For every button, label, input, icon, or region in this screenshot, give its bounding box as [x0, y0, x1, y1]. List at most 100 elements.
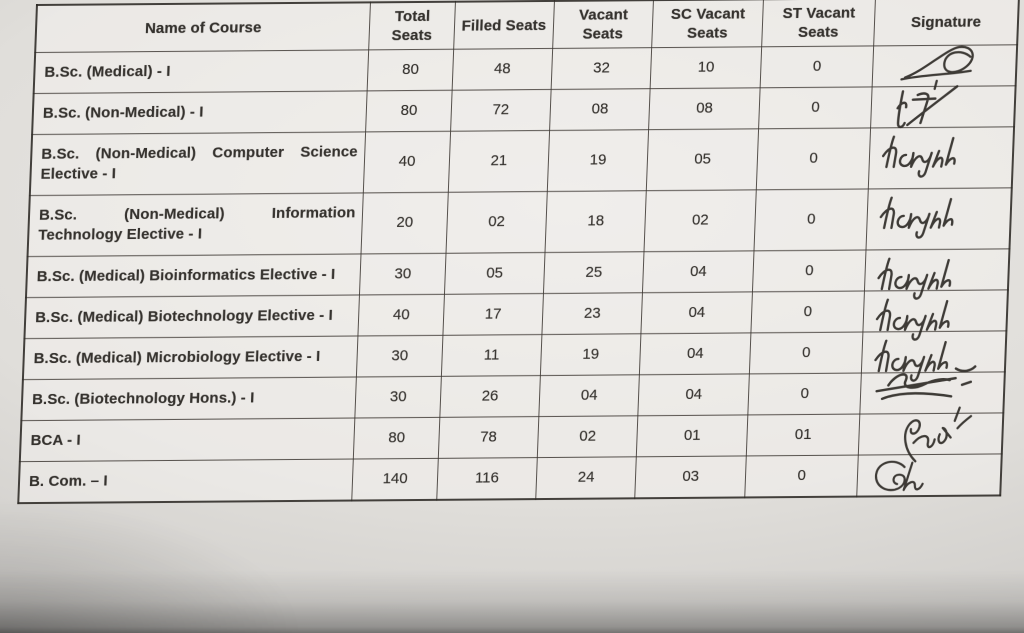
st-vacant-seats-cell: 0 [751, 291, 865, 333]
total-seats-cell: 40 [363, 131, 451, 193]
sc-vacant-seats-cell: 01 [636, 414, 748, 457]
table-row: B.Sc. (Medical) Bioinformatics Elective … [25, 248, 1010, 300]
vacant-seats-cell: 23 [541, 292, 643, 335]
st-vacant-seats-cell: 0 [747, 373, 862, 415]
vacant-seats-cell: 25 [543, 251, 645, 294]
vacant-seats-cell: 18 [545, 190, 647, 253]
filled-seats-cell: 26 [439, 375, 541, 418]
vacant-seats-cell: 19 [540, 333, 642, 376]
table-row: B.Sc. (Non-Medical) Information Technolo… [27, 187, 1012, 257]
signature-cell [859, 365, 1005, 415]
vacant-seats-cell: 04 [538, 374, 640, 417]
course-name-cell: B.Sc. (Medical) - I [33, 49, 370, 94]
header-name-of-course: Name of Course [35, 2, 371, 53]
header-filled-seats: Filled Seats [453, 0, 555, 50]
course-name-cell: B.Sc. (Medical) Bioinformatics Elective … [25, 253, 362, 298]
st-vacant-seats-cell: 0 [754, 188, 869, 251]
header-st-vacant-seats: ST Vacant Seats [761, 0, 876, 47]
signature-scribble [900, 45, 974, 90]
course-name-cell: B. Com. – I [18, 459, 354, 504]
signature-cell [856, 453, 1002, 497]
signature-scribble [882, 135, 956, 178]
sc-vacant-seats-cell: 04 [638, 373, 750, 416]
header-total-seats: Total Seats [369, 1, 456, 50]
sc-vacant-seats-cell: 08 [648, 87, 761, 130]
signature-cell [864, 248, 1010, 300]
filled-seats-cell: 78 [438, 416, 539, 459]
filled-seats-cell: 72 [450, 89, 552, 132]
filled-seats-cell: 21 [448, 130, 550, 193]
total-seats-cell: 80 [365, 90, 452, 132]
total-seats-cell: 140 [352, 458, 439, 501]
total-seats-cell: 40 [358, 294, 445, 336]
course-name-cell: BCA - I [19, 418, 356, 462]
filled-seats-cell: 02 [445, 191, 548, 254]
total-seats-cell: 30 [359, 253, 446, 295]
st-vacant-seats-cell: 0 [749, 332, 863, 374]
st-vacant-seats-cell: 0 [760, 45, 874, 88]
course-table-body: B.Sc. (Medical) - I 80 48 32 10 0 B.Sc. … [18, 44, 1018, 504]
signature-cell [872, 44, 1018, 90]
course-name-cell: B.Sc. (Non-Medical) Computer Science Ele… [29, 131, 366, 196]
filled-seats-cell: 116 [436, 457, 538, 500]
total-seats-cell: 30 [356, 335, 443, 377]
st-vacant-seats-cell: 01 [746, 414, 860, 456]
header-label: Name of Course [144, 18, 262, 37]
sc-vacant-seats-cell: 04 [642, 250, 755, 293]
signature-scribble [879, 196, 954, 239]
table-row: B.Sc. (Non-Medical) - I 80 72 08 08 0 [32, 85, 1016, 135]
table-row: B. Com. – I 140 116 24 03 0 [18, 453, 1002, 504]
st-vacant-seats-cell: 0 [756, 127, 871, 190]
vacant-seats-cell: 19 [547, 129, 649, 192]
signature-cell [858, 406, 1004, 463]
signature-scribble [874, 339, 949, 382]
total-seats-cell: 80 [367, 49, 454, 91]
vacant-seats-cell: 24 [535, 456, 637, 500]
table-row: B.Sc. (Medical) Biotechnology Elective -… [24, 289, 1008, 341]
course-name-cell: B.Sc. (Non-Medical) - I [32, 90, 368, 135]
sc-vacant-seats-cell: 02 [644, 189, 757, 252]
signature-cell [870, 85, 1016, 129]
header-label: Vacant Seats [578, 6, 629, 43]
header-sc-vacant-seats: SC Vacant Seats [651, 0, 764, 48]
seat-allotment-table: Name of Course Total Seats Filled Seats … [17, 0, 1020, 505]
sc-vacant-seats-cell: 03 [634, 455, 747, 499]
filled-seats-cell: 11 [441, 334, 542, 377]
table-row: B.Sc. (Non-Medical) Computer Science Ele… [29, 126, 1015, 196]
vacant-seats-cell: 08 [549, 88, 651, 131]
sc-vacant-seats-cell: 04 [639, 332, 752, 375]
signature-scribble [877, 257, 952, 300]
signature-scribble [875, 460, 924, 492]
signature-scribble [875, 298, 950, 341]
filled-seats-cell: 17 [442, 293, 544, 336]
total-seats-cell: 20 [361, 192, 449, 254]
table-row: B.Sc. (Medical) Microbiology Elective - … [22, 330, 1007, 382]
header-label: Total Seats [391, 7, 433, 45]
course-name-cell: B.Sc. (Medical) Biotechnology Elective -… [24, 294, 360, 339]
signature-scribble [896, 85, 959, 129]
signature-scribble [875, 365, 977, 401]
header-label: ST Vacant Seats [782, 4, 856, 42]
st-vacant-seats-cell: 0 [752, 249, 867, 292]
course-name-cell: B.Sc. (Biotechnology Hons.) - I [21, 376, 357, 421]
course-name-cell: B.Sc. (Non-Medical) Information Technolo… [27, 192, 364, 257]
signature-cell [862, 289, 1008, 341]
sc-vacant-seats-cell: 05 [646, 128, 759, 191]
st-vacant-seats-cell: 0 [758, 86, 873, 129]
table-row: B.Sc. (Biotechnology Hons.) - I 30 26 04… [21, 365, 1005, 421]
total-seats-cell: 30 [355, 376, 442, 419]
filled-seats-cell: 48 [451, 48, 553, 91]
sc-vacant-seats-cell: 10 [650, 46, 762, 89]
sc-vacant-seats-cell: 04 [641, 291, 753, 334]
filled-seats-cell: 05 [444, 252, 546, 295]
signature-scribble [904, 406, 973, 463]
st-vacant-seats-cell: 0 [744, 455, 859, 498]
signature-cell [866, 187, 1012, 250]
table-row: BCA - I 80 78 02 01 01 [19, 406, 1004, 463]
total-seats-cell: 80 [353, 417, 440, 460]
vacant-seats-cell: 02 [537, 415, 639, 458]
vacant-seats-cell: 32 [551, 47, 652, 90]
signature-cell [868, 126, 1015, 189]
seat-allotment-table-photo: Name of Course Total Seats Filled Seats … [17, 0, 1020, 505]
